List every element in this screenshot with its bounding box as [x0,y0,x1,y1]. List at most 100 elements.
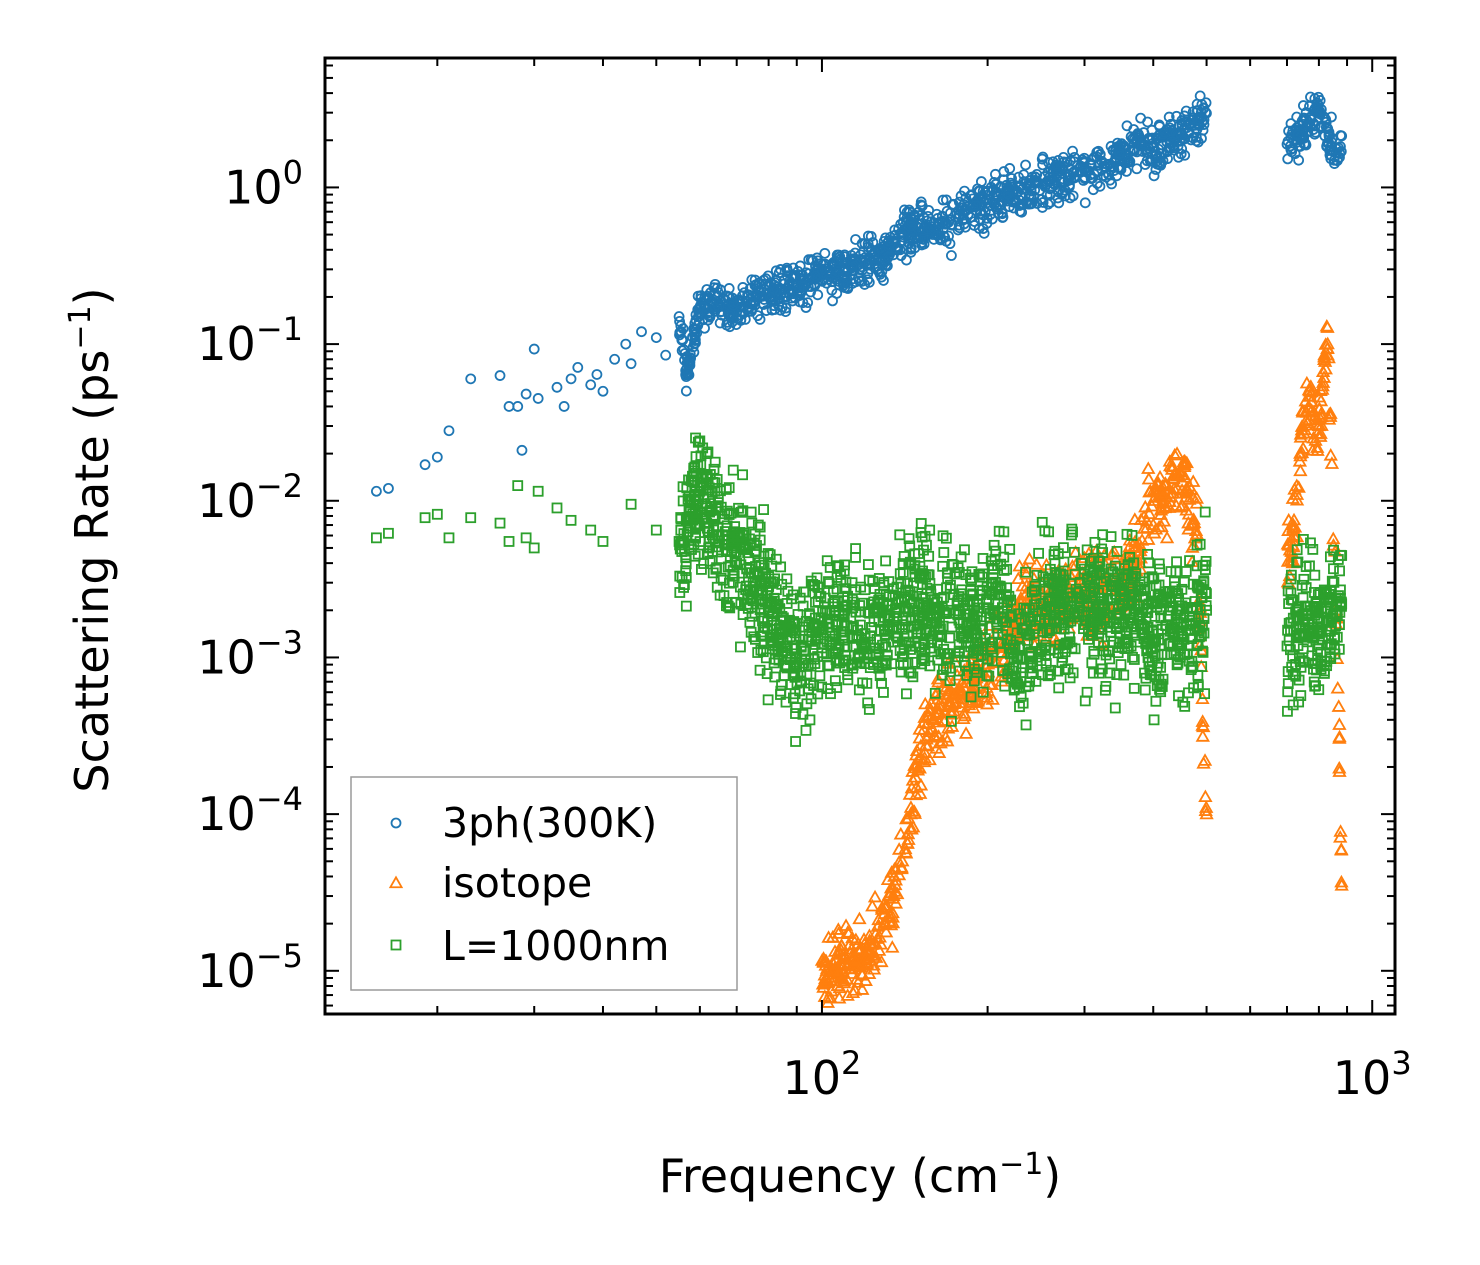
data-point [1014,701,1025,713]
data-point [904,556,916,568]
data-point [909,656,921,668]
data-point [1328,563,1339,575]
data-point [1121,165,1132,177]
data-point [898,551,910,562]
data-point [865,230,877,242]
data-point [650,332,662,344]
data-point [1109,702,1121,714]
data-point [1309,93,1321,105]
data-point [1141,155,1153,167]
data-point [831,572,843,583]
data-point [720,484,732,495]
data-point [1039,576,1051,588]
data-point [880,872,896,885]
data-point [742,602,754,614]
legend-label-boundary: L=1000nm [442,922,669,970]
data-point [944,238,956,250]
data-point [1105,531,1117,543]
data-point [871,943,887,956]
data-point [1068,607,1080,619]
data-point [1317,349,1332,363]
legend-label-3ph: 3ph(300K) [442,799,657,847]
data-point [904,540,916,552]
data-point [816,951,831,964]
data-point [1147,133,1158,144]
data-point [1108,551,1123,565]
data-point [803,619,815,631]
data-point [1044,183,1056,195]
data-point [868,926,883,940]
data-point [999,680,1011,692]
y-tick-label: 10−2 [197,467,303,528]
data-point [748,297,760,309]
data-point [849,599,860,611]
data-point [1282,705,1293,717]
data-point [762,694,774,706]
data-point [900,836,915,849]
data-point [1179,149,1191,161]
data-point [1052,586,1064,598]
data-point [908,596,920,608]
data-point [1305,537,1316,549]
data-point [1053,682,1065,694]
data-point [1108,636,1119,648]
data-point [790,708,801,719]
data-point [871,912,886,926]
data-point [953,614,965,626]
data-point [625,358,637,370]
data-point [1285,617,1297,628]
data-point [1079,197,1091,209]
data-point [677,481,689,493]
data-point [1335,584,1346,596]
data-point [859,956,875,970]
data-point [902,657,914,669]
data-point [674,539,685,551]
data-point [944,675,956,687]
data-point [954,209,966,221]
data-point [943,696,958,710]
data-point [1173,500,1188,513]
data-point [905,620,917,632]
data-point [776,301,788,313]
data-point [958,199,970,210]
data-point [1312,401,1327,414]
data-point [1311,624,1323,636]
data-point [1163,638,1175,650]
data-point [839,583,850,594]
data-point [894,244,906,256]
data-point [1315,378,1330,392]
data-point [918,696,933,710]
data-point [819,592,831,604]
data-point [721,505,733,517]
data-point [1335,141,1346,152]
data-point [831,249,843,261]
data-point [1146,626,1158,637]
data-point [1198,627,1210,639]
data-point [1195,729,1210,742]
data-point [1315,364,1331,378]
data-point [1024,604,1035,616]
data-point [1104,616,1116,628]
data-point [1148,521,1164,535]
data-point [837,277,849,289]
data-point [835,958,850,972]
data-point [997,195,1009,207]
data-point [828,585,839,597]
data-point [863,704,875,715]
data-point [1000,187,1012,198]
data-point [938,643,950,655]
data-point [975,205,987,217]
data-point [955,551,967,563]
data-point [850,606,862,618]
data-point [689,461,701,473]
data-point [1044,563,1056,575]
data-point [775,689,786,700]
data-point [1064,631,1075,643]
data-point [694,435,706,447]
data-point [1162,454,1177,467]
data-point [893,826,908,840]
data-point [918,737,934,751]
data-point [794,661,805,672]
data-point [810,270,821,282]
data-point [465,512,477,524]
